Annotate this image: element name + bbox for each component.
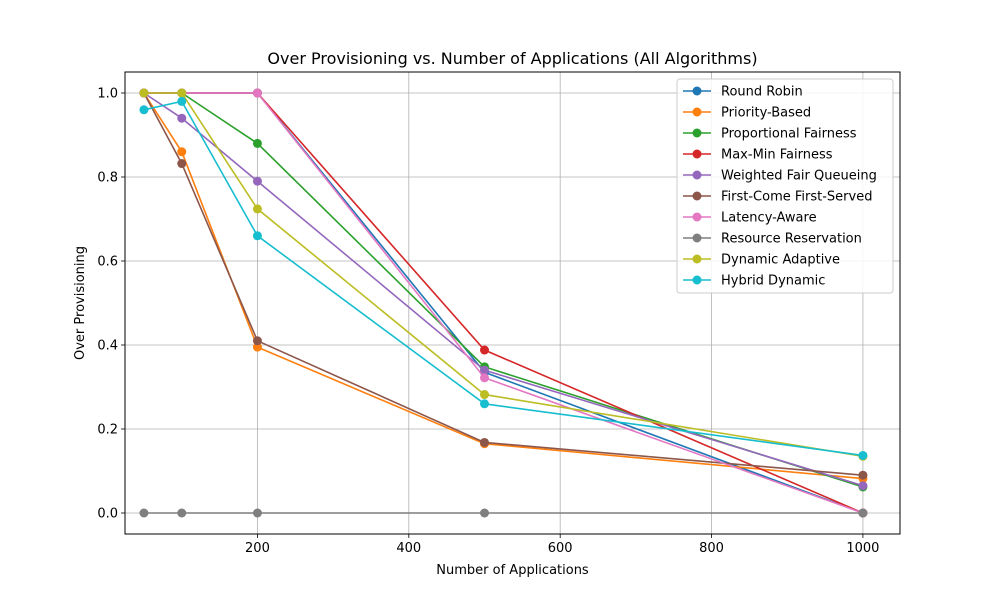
x-tick-label: 600	[548, 541, 573, 556]
plot-frame	[124, 71, 901, 535]
data-point	[479, 437, 489, 447]
legend-label: Latency-Aware	[721, 211, 817, 226]
data-point	[177, 96, 187, 106]
y-tick-label: 0.2	[97, 423, 118, 438]
legend-item: Proportional Fairness	[683, 127, 857, 142]
legend-swatch-marker	[692, 86, 702, 96]
legend-item: Weighted Fair Queueing	[683, 169, 877, 184]
y-tick-label: 0.6	[97, 255, 118, 270]
legend-item: Hybrid Dynamic	[683, 274, 825, 289]
legend-item: First-Come First-Served	[683, 190, 872, 205]
legend-label: Round Robin	[721, 85, 803, 100]
series-weighted-fair-queueing	[139, 88, 868, 491]
axis-ticks: 200 400 600 800 1000 0.0 0.2 0.4 0.6 0.8 1.0	[97, 87, 879, 557]
legend-swatch-marker	[692, 275, 702, 285]
data-point	[858, 481, 868, 491]
legend-label: Hybrid Dynamic	[721, 274, 825, 289]
data-point	[139, 508, 149, 518]
y-tick-label: 0.0	[97, 507, 118, 522]
data-point	[479, 390, 489, 400]
y-axis-label: Over Provisioning	[73, 246, 88, 360]
data-point	[139, 105, 149, 115]
data-point	[479, 373, 489, 383]
legend-label: Priority-Based	[721, 106, 811, 121]
x-tick-label: 400	[396, 541, 421, 556]
data-point	[252, 342, 262, 352]
data-point	[139, 88, 149, 98]
data-point	[858, 508, 868, 518]
data-point	[252, 231, 262, 241]
data-point	[858, 450, 868, 460]
data-point	[479, 399, 489, 409]
legend-label: Weighted Fair Queueing	[721, 169, 877, 184]
y-tick-label: 1.0	[97, 87, 118, 102]
legend-swatch-marker	[692, 233, 702, 243]
series-group	[139, 88, 868, 518]
x-tick-label: 800	[699, 541, 724, 556]
data-point	[252, 336, 262, 346]
data-point	[177, 113, 187, 123]
legend-label: First-Come First-Served	[721, 190, 872, 205]
legend-box	[676, 78, 894, 294]
legend-label: Dynamic Adaptive	[721, 253, 840, 268]
data-point	[252, 88, 262, 98]
legend-swatch-marker	[692, 191, 702, 201]
data-point	[177, 159, 187, 169]
series-resource-reservation	[139, 508, 868, 518]
data-point	[252, 138, 262, 148]
series-dynamic-adaptive	[139, 88, 868, 461]
legend-swatch-marker	[692, 107, 702, 117]
legend: Round Robin Priority-Based Proportional Fa…	[676, 78, 894, 294]
data-point	[479, 365, 489, 375]
legend-swatch-marker	[692, 212, 702, 222]
legend-label: Max-Min Fairness	[721, 148, 833, 163]
data-point	[479, 508, 489, 518]
legend-item: Resource Reservation	[683, 232, 862, 247]
legend-label: Proportional Fairness	[721, 127, 857, 142]
data-point	[177, 508, 187, 518]
legend-item: Priority-Based	[683, 106, 811, 121]
data-point	[252, 204, 262, 214]
legend-item: Max-Min Fairness	[683, 148, 833, 163]
legend-swatch-marker	[692, 128, 702, 138]
data-point	[177, 147, 187, 157]
legend-swatch-marker	[692, 170, 702, 180]
data-point	[858, 470, 868, 480]
x-tick-label: 200	[245, 541, 270, 556]
series-hybrid-dynamic	[139, 96, 868, 460]
legend-item: Latency-Aware	[683, 211, 817, 226]
legend-label: Resource Reservation	[721, 232, 862, 247]
legend-swatch-marker	[692, 149, 702, 159]
data-point	[479, 345, 489, 355]
y-tick-label: 0.4	[97, 339, 118, 354]
legend-item: Dynamic Adaptive	[683, 253, 840, 268]
chart-title: Over Provisioning vs. Number of Applicat…	[267, 49, 757, 68]
data-point	[252, 508, 262, 518]
y-tick-label: 0.8	[97, 171, 118, 186]
data-point	[177, 88, 187, 98]
legend-item: Round Robin	[683, 85, 803, 100]
x-axis-label: Number of Applications	[436, 563, 589, 578]
x-tick-label: 1000	[846, 541, 879, 556]
data-point	[252, 176, 262, 186]
legend-swatch-marker	[692, 254, 702, 264]
